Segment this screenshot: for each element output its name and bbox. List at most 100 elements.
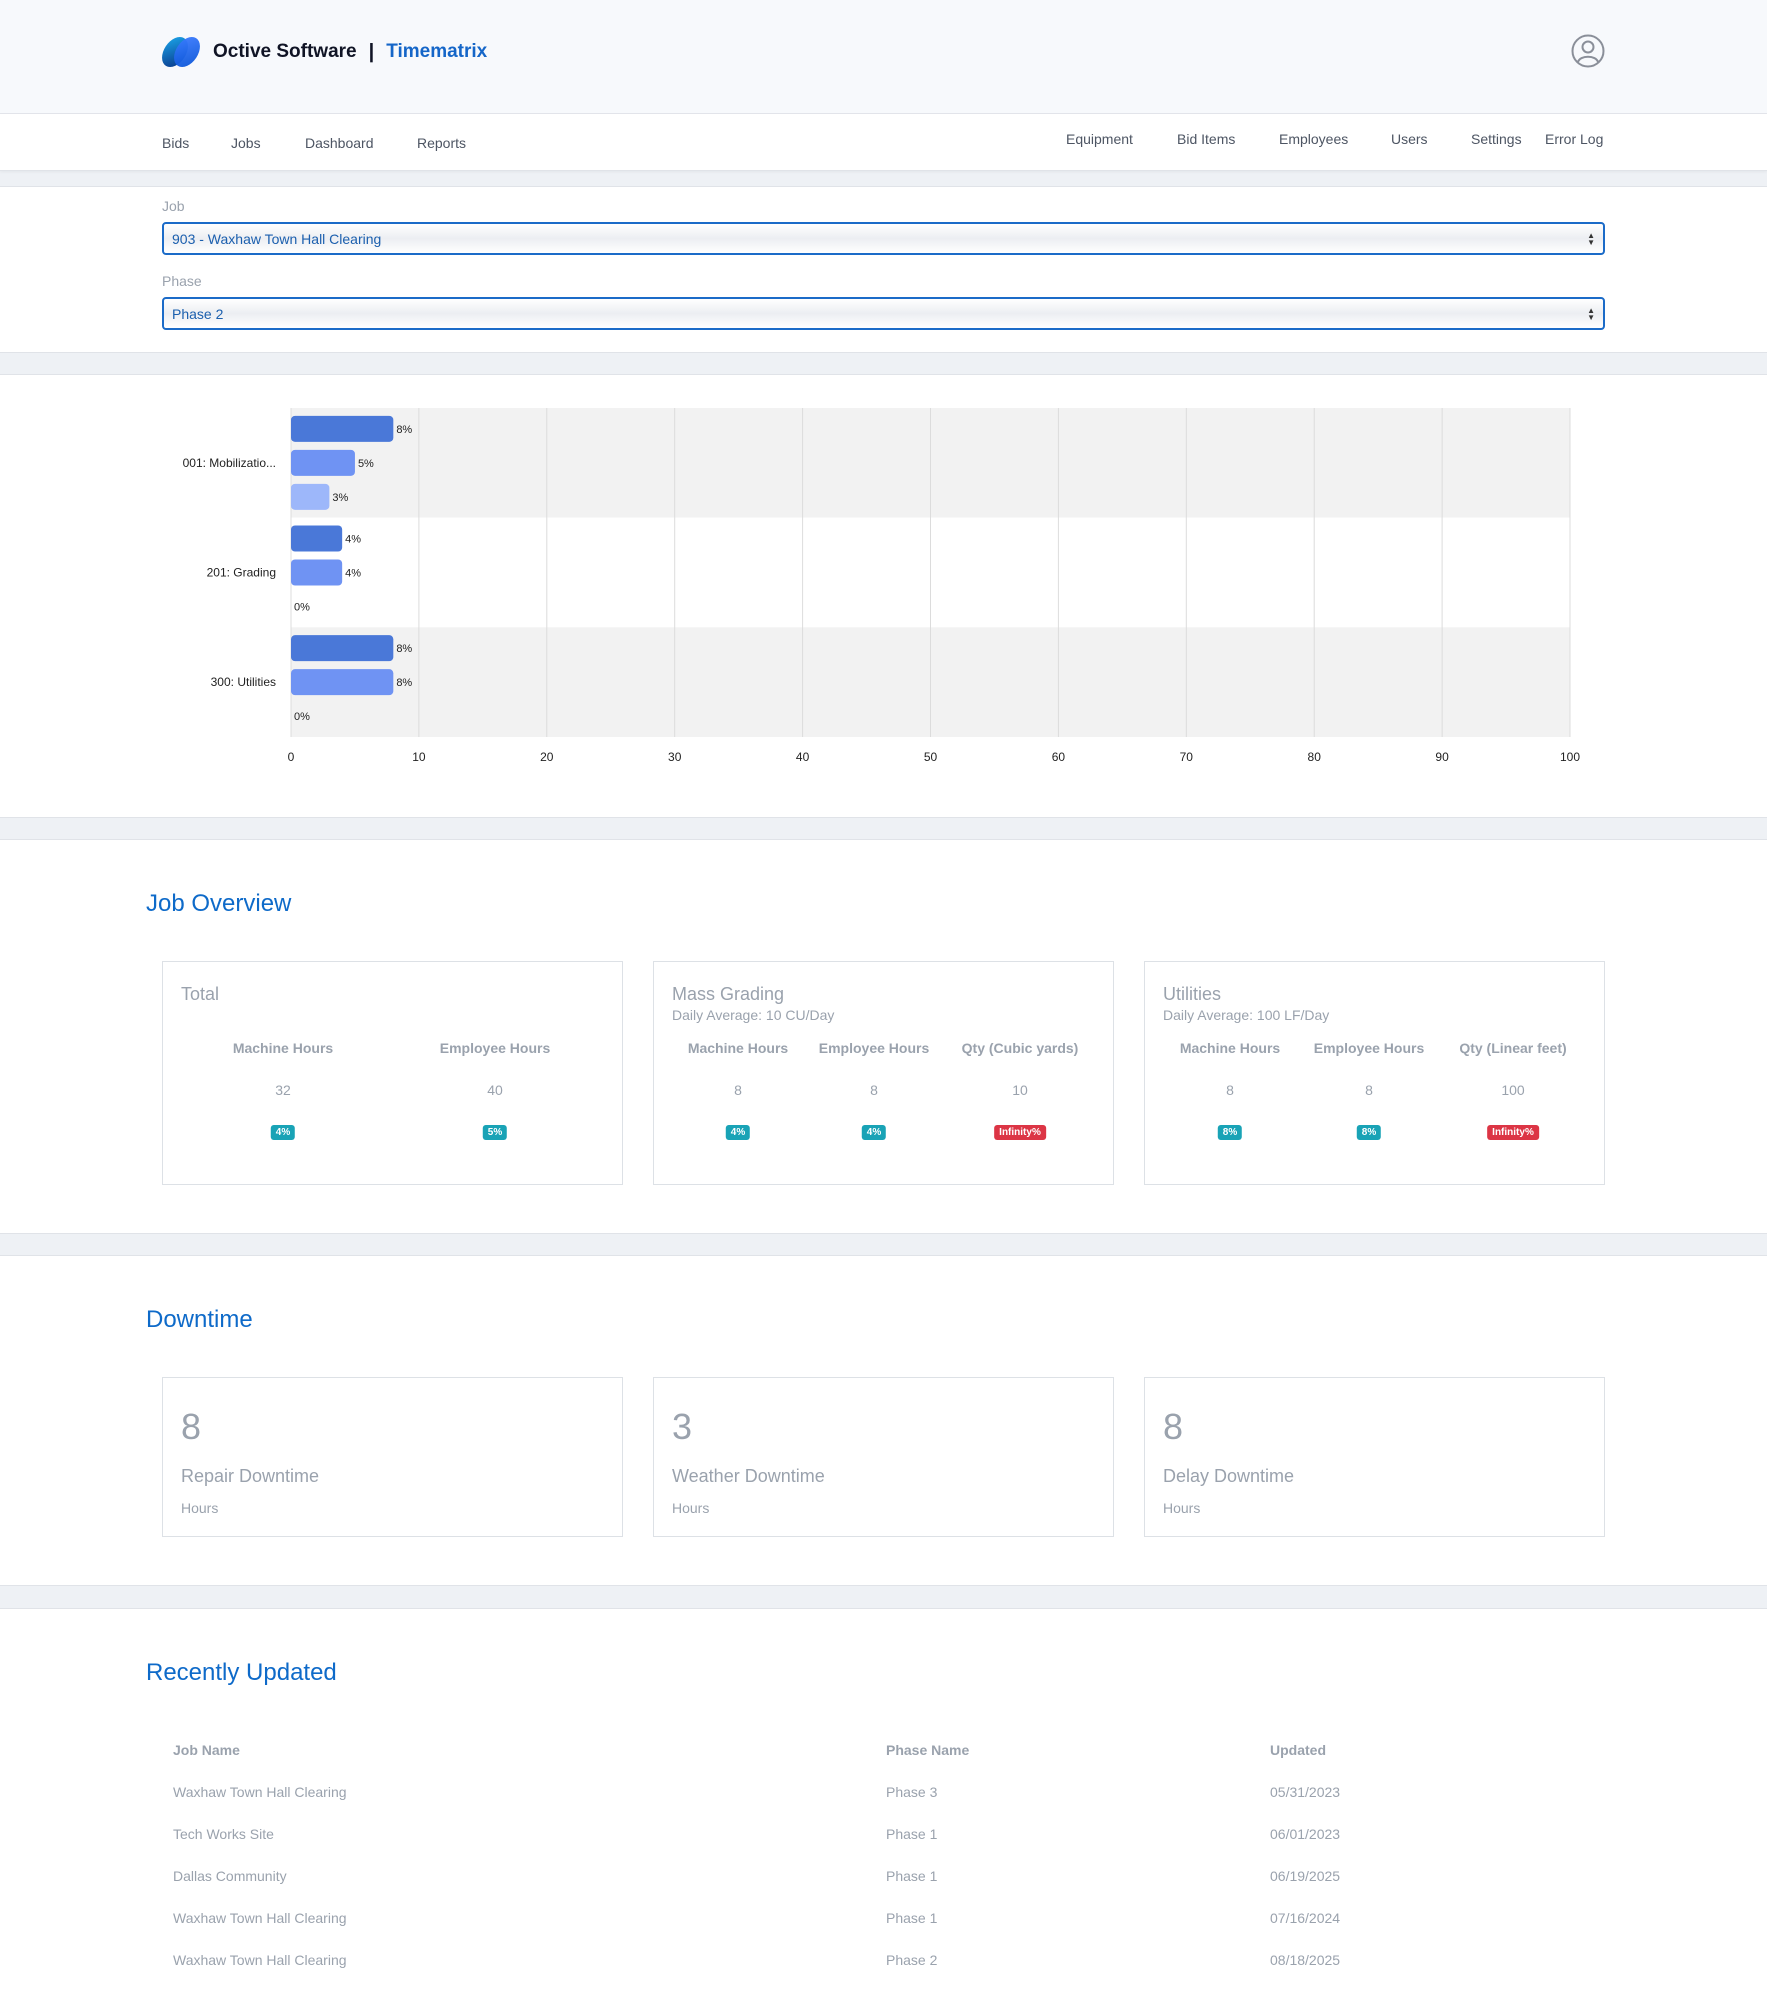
x-tick-label: 20 (540, 750, 554, 764)
downtime-card-weather: 3 Weather Downtime Hours (653, 1377, 1114, 1537)
percent-badge: 8% (1356, 1125, 1382, 1140)
category-label: 300: Utilities (211, 675, 276, 689)
card-title: Utilities (1163, 984, 1222, 1004)
cell-phase-name: Phase 1 (886, 1826, 938, 1842)
column-header: Machine Hours (1179, 1040, 1281, 1056)
column-value: 100 (1501, 1082, 1525, 1098)
downtime-value: 8 (181, 1406, 202, 1447)
brand-name: Octive Software (213, 41, 357, 62)
brand-separator: | (368, 40, 375, 63)
phase-select[interactable]: Phase 2 ▲ ▼ (162, 297, 1605, 330)
x-tick-label: 70 (1180, 750, 1194, 764)
column-header: Employee Hours (439, 1040, 551, 1056)
job-select[interactable]: 903 - Waxhaw Town Hall Clearing ▲ ▼ (162, 222, 1605, 255)
downtime-label: Repair Downtime (181, 1466, 320, 1486)
bar (291, 449, 355, 476)
nav-jobs[interactable]: Jobs (231, 135, 261, 151)
cell-phase-name: Phase 3 (886, 1784, 938, 1800)
job-select-value: 903 - Waxhaw Town Hall Clearing (172, 230, 382, 247)
column-value: 40 (487, 1082, 503, 1098)
overview-card-utilities: Utilities Daily Average: 100 LF/Day Mach… (1144, 961, 1605, 1185)
select-arrows-icon: ▲ ▼ (1587, 306, 1595, 322)
bar (291, 525, 343, 552)
nav-error-log[interactable]: Error Log (1545, 131, 1604, 147)
bar (291, 669, 394, 696)
x-tick-label: 50 (924, 750, 938, 764)
x-tick-label: 60 (1052, 750, 1066, 764)
column-header: Qty (Cubic yards) (961, 1040, 1079, 1056)
cell-updated: 07/16/2024 (1270, 1910, 1341, 1926)
nav-employees[interactable]: Employees (1279, 131, 1349, 147)
main-nav: Bids Jobs Dashboard Reports Equipment Bi… (0, 114, 1767, 171)
column-header-updated: Updated (1270, 1742, 1326, 1758)
nav-bid-items[interactable]: Bid Items (1177, 131, 1236, 147)
cell-updated: 06/01/2023 (1270, 1826, 1341, 1842)
bar-value-label: 8% (396, 424, 412, 436)
column-value: 8 (870, 1082, 878, 1098)
downtime-value: 8 (1163, 1406, 1184, 1447)
column-value: 8 (1226, 1082, 1234, 1098)
downtime-label: Weather Downtime (672, 1466, 825, 1486)
cell-job-name[interactable]: Waxhaw Town Hall Clearing (173, 1784, 347, 1800)
bar (291, 635, 394, 662)
app-header: Octive Software | Timematrix (0, 0, 1767, 114)
cell-job-name[interactable]: Waxhaw Town Hall Clearing (173, 1910, 347, 1926)
column-header: Employee Hours (1313, 1040, 1425, 1056)
x-tick-label: 10 (412, 750, 426, 764)
percent-badge: Infinity% (994, 1125, 1046, 1140)
cell-phase-name: Phase 2 (886, 1952, 938, 1968)
x-tick-label: 80 (1308, 750, 1322, 764)
card-title: Mass Grading (672, 984, 785, 1004)
nav-equipment[interactable]: Equipment (1066, 131, 1133, 147)
bar-value-label: 5% (358, 458, 374, 470)
downtime-unit: Hours (1163, 1500, 1201, 1516)
card-subtitle: Daily Average: 10 CU/Day (672, 1007, 835, 1023)
cell-updated: 06/19/2025 (1270, 1868, 1341, 1884)
nav-users[interactable]: Users (1391, 131, 1428, 147)
percent-badge: 8% (1217, 1125, 1243, 1140)
bar-value-label: 4% (345, 534, 361, 546)
percent-badge: Infinity% (1487, 1125, 1539, 1140)
phase-label: Phase (162, 273, 202, 289)
percent-badge: 4% (270, 1125, 296, 1140)
octive-logo (158, 37, 204, 67)
cell-phase-name: Phase 1 (886, 1868, 938, 1884)
percent-badge: 5% (482, 1125, 508, 1140)
bar-value-label: 4% (345, 568, 361, 580)
bar-value-label: 3% (332, 492, 348, 504)
card-title: Total (181, 984, 220, 1004)
overview-card-mass-grading: Mass Grading Daily Average: 10 CU/Day Ma… (653, 961, 1114, 1185)
column-value: 10 (1012, 1082, 1028, 1098)
downtime-panel: Downtime 8 Repair Downtime Hours 3 Weath… (0, 1255, 1767, 1586)
percent-badge: 4% (725, 1125, 751, 1140)
column-header: Qty (Linear feet) (1459, 1040, 1567, 1056)
percent-badge: 4% (861, 1125, 887, 1140)
nav-dashboard[interactable]: Dashboard (305, 135, 374, 151)
bar-value-label: 8% (396, 643, 412, 655)
user-circle-icon[interactable] (1571, 34, 1605, 68)
cell-job-name[interactable]: Dallas Community (173, 1868, 287, 1884)
column-header: Machine Hours (232, 1040, 334, 1056)
cell-job-name[interactable]: Tech Works Site (173, 1826, 274, 1842)
downtime-card-repair: 8 Repair Downtime Hours (162, 1377, 623, 1537)
downtime-label: Delay Downtime (1163, 1466, 1295, 1486)
job-label: Job (162, 198, 185, 214)
cell-updated: 05/31/2023 (1270, 1784, 1341, 1800)
column-header-phase-name: Phase Name (886, 1742, 970, 1758)
overview-card-total: Total Machine Hours 32 4% Employee Hours… (162, 961, 623, 1185)
cell-job-name[interactable]: Waxhaw Town Hall Clearing (173, 1952, 347, 1968)
category-label: 201: Grading (207, 566, 276, 580)
brand[interactable]: Octive Software | Timematrix (158, 37, 487, 67)
x-tick-label: 40 (796, 750, 810, 764)
downtime-card-delay: 8 Delay Downtime Hours (1144, 1377, 1605, 1537)
nav-bids[interactable]: Bids (162, 135, 190, 151)
nav-reports[interactable]: Reports (417, 135, 467, 151)
card-subtitle: Daily Average: 100 LF/Day (1163, 1007, 1330, 1023)
category-label: 001: Mobilizatio... (183, 456, 276, 470)
downtime-unit: Hours (181, 1500, 219, 1516)
column-header-job-name: Job Name (173, 1742, 240, 1758)
x-tick-label: 30 (668, 750, 682, 764)
cell-updated: 08/18/2025 (1270, 1952, 1341, 1968)
job-overview-title: Job Overview (146, 890, 292, 917)
nav-settings[interactable]: Settings (1471, 131, 1522, 147)
